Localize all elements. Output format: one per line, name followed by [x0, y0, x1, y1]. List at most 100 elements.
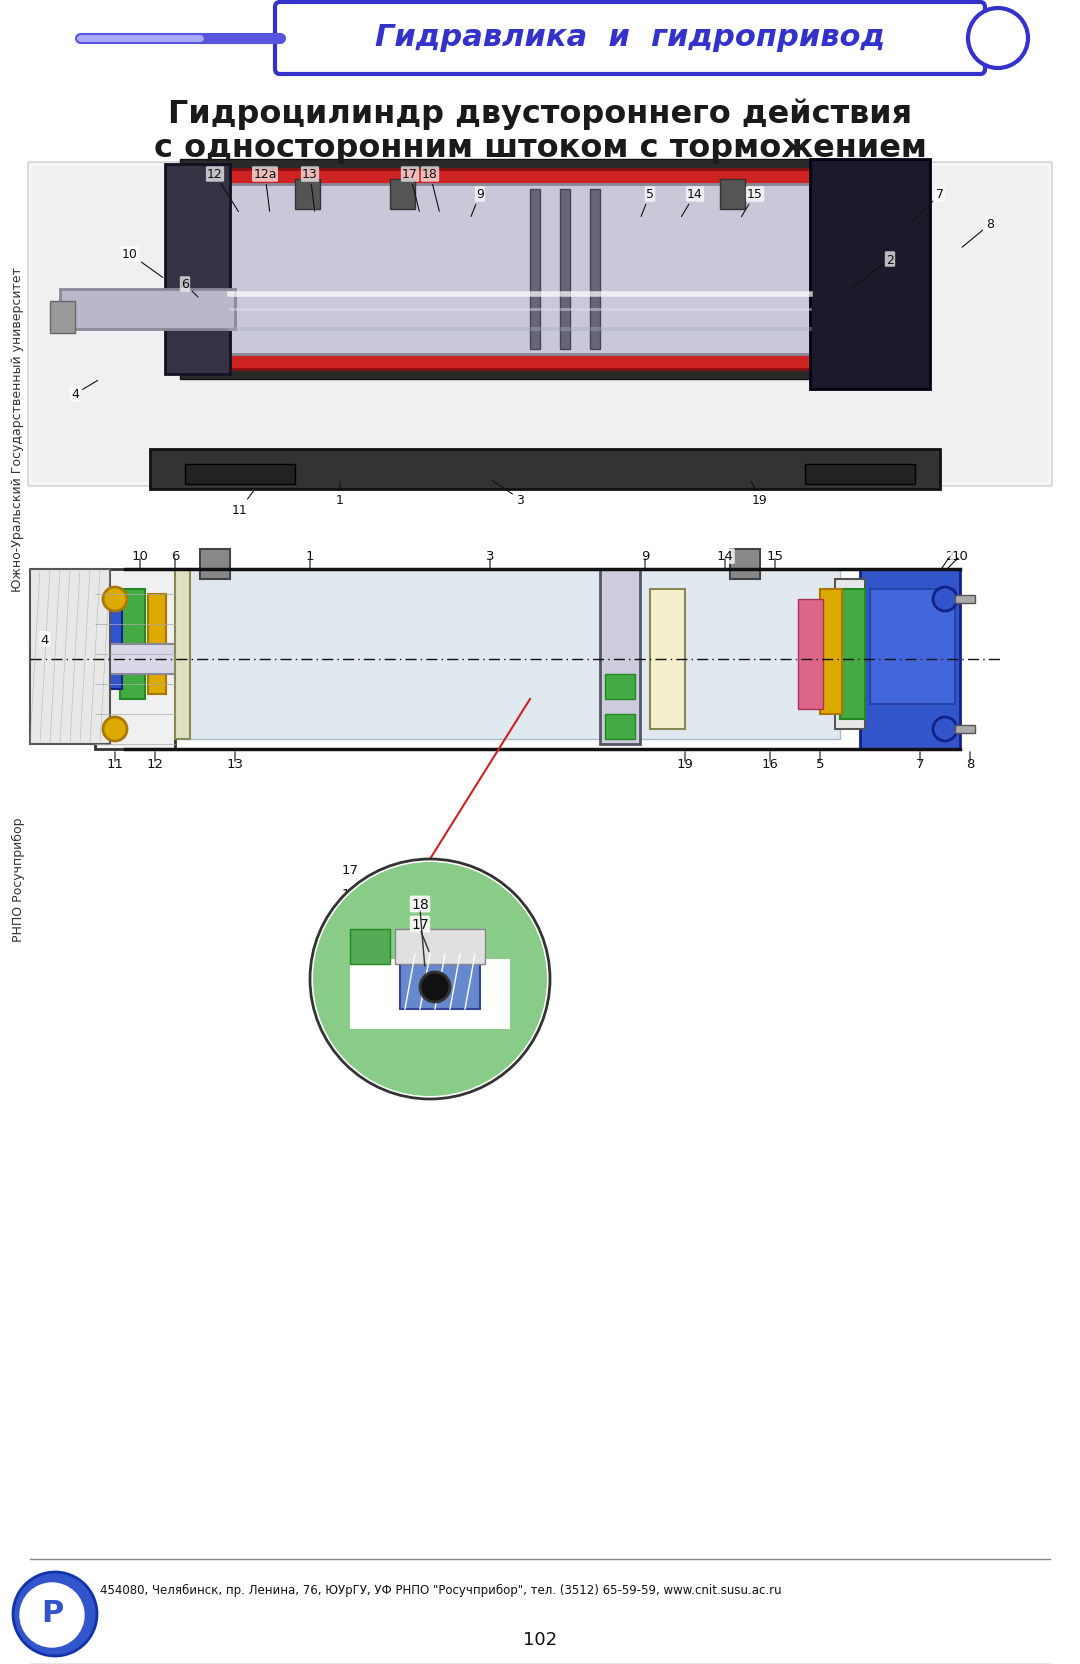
- Text: 3: 3: [486, 551, 495, 562]
- Text: P: P: [41, 1599, 63, 1627]
- Bar: [860, 569, 960, 749]
- FancyBboxPatch shape: [275, 3, 985, 75]
- Text: 17: 17: [411, 917, 429, 932]
- Bar: [220, 170, 860, 369]
- Text: с односторонним штоком с торможением: с односторонним штоком с торможением: [153, 133, 927, 163]
- Circle shape: [968, 8, 1028, 68]
- Text: 11: 11: [107, 759, 123, 770]
- Text: 14: 14: [681, 188, 703, 218]
- Text: РНПО Росучприбор: РНПО Росучприбор: [12, 817, 25, 942]
- Text: 19: 19: [752, 483, 768, 506]
- Bar: [30, 569, 110, 744]
- Bar: [95, 569, 175, 749]
- Text: 7: 7: [912, 188, 944, 223]
- Bar: [185, 464, 295, 484]
- Text: 4: 4: [71, 381, 97, 401]
- Text: 17: 17: [402, 168, 419, 213]
- Bar: [180, 569, 840, 739]
- Circle shape: [933, 717, 957, 742]
- Circle shape: [313, 862, 546, 1097]
- Circle shape: [103, 587, 127, 612]
- Text: 18: 18: [422, 168, 440, 213]
- Bar: [798, 599, 823, 709]
- Bar: [350, 960, 510, 1030]
- Text: 11: 11: [232, 493, 254, 516]
- Bar: [605, 674, 635, 699]
- Text: Гидравлика  и  гидропривод: Гидравлика и гидропривод: [375, 23, 886, 52]
- Text: Южно-Уральский Государственный университет: Южно-Уральский Государственный университ…: [12, 268, 25, 592]
- Circle shape: [933, 587, 957, 612]
- Text: 4: 4: [41, 632, 50, 646]
- Bar: [835, 579, 865, 729]
- Bar: [390, 180, 415, 210]
- Text: 5: 5: [815, 759, 824, 770]
- Text: 18: 18: [411, 897, 429, 912]
- Bar: [561, 190, 570, 349]
- Bar: [150, 449, 940, 489]
- Text: 454080, Челябинск, пр. Ленина, 76, ЮУрГУ, УФ РНПО "Росучприбор", тел. (3512) 65-: 454080, Челябинск, пр. Ленина, 76, ЮУрГУ…: [100, 1582, 782, 1596]
- Bar: [200, 549, 230, 579]
- Bar: [60, 290, 235, 329]
- Text: 2: 2: [852, 253, 894, 288]
- Bar: [810, 160, 930, 389]
- Text: 13: 13: [302, 168, 318, 211]
- Text: 1: 1: [306, 551, 314, 562]
- Text: 102: 102: [523, 1631, 557, 1647]
- Text: 3: 3: [492, 481, 524, 506]
- Bar: [32, 166, 1048, 483]
- Bar: [590, 190, 600, 349]
- Bar: [720, 180, 745, 210]
- Bar: [295, 180, 320, 210]
- Text: 15: 15: [742, 188, 762, 218]
- Bar: [840, 589, 865, 719]
- Bar: [600, 569, 640, 744]
- Circle shape: [103, 717, 127, 742]
- Bar: [650, 589, 685, 729]
- Bar: [120, 589, 145, 699]
- Bar: [395, 930, 485, 965]
- Circle shape: [13, 1572, 97, 1656]
- Text: 13: 13: [227, 759, 243, 770]
- Text: 12: 12: [147, 759, 163, 770]
- Bar: [165, 165, 230, 374]
- Text: 8: 8: [962, 218, 994, 248]
- Text: 8: 8: [966, 759, 974, 770]
- Text: 12: 12: [207, 168, 239, 213]
- Circle shape: [420, 972, 450, 1002]
- Text: 2: 2: [946, 551, 955, 562]
- Text: 1: 1: [336, 483, 343, 506]
- Text: 10: 10: [951, 551, 969, 562]
- Text: 18: 18: [341, 889, 359, 900]
- Text: 6: 6: [181, 278, 198, 298]
- Bar: [530, 190, 540, 349]
- Bar: [230, 185, 810, 354]
- Bar: [175, 569, 190, 739]
- Text: 6: 6: [171, 551, 179, 562]
- Bar: [180, 160, 900, 379]
- Bar: [350, 930, 390, 965]
- Bar: [30, 644, 300, 674]
- FancyBboxPatch shape: [28, 163, 1052, 486]
- Bar: [110, 599, 122, 689]
- Bar: [805, 464, 915, 484]
- Text: 17: 17: [341, 864, 359, 875]
- Text: 10: 10: [122, 248, 163, 278]
- Text: 12a: 12a: [253, 168, 276, 211]
- Text: 5: 5: [642, 188, 654, 218]
- Text: 7: 7: [916, 759, 924, 770]
- Bar: [148, 594, 166, 694]
- Circle shape: [310, 860, 550, 1100]
- Text: 19: 19: [676, 759, 693, 770]
- Bar: [820, 589, 842, 714]
- Bar: [730, 549, 760, 579]
- Bar: [870, 589, 955, 704]
- Bar: [400, 955, 480, 1010]
- Text: Гидроцилиндр двустороннего действия: Гидроцилиндр двустороннего действия: [167, 98, 913, 130]
- Bar: [50, 301, 75, 334]
- Text: 15: 15: [767, 551, 783, 562]
- Text: 9: 9: [640, 551, 649, 562]
- Bar: [955, 596, 975, 604]
- Text: 9: 9: [471, 188, 484, 218]
- Text: 10: 10: [132, 551, 148, 562]
- Circle shape: [21, 1582, 84, 1647]
